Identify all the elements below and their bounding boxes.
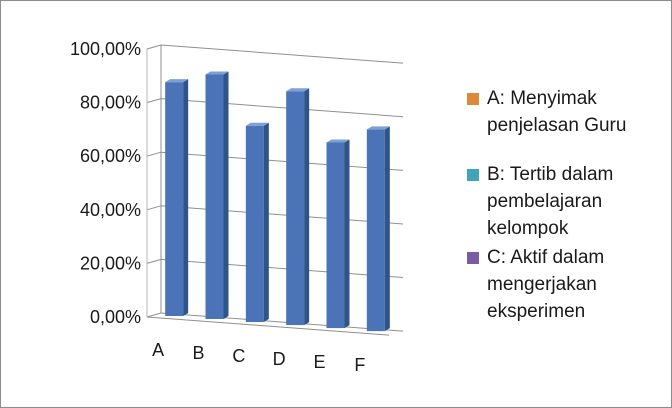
- y-tick-labels: 0,00% 20,00% 40,00% 60,00% 80,00% 100,00%: [70, 39, 141, 327]
- x-tick-label: F: [354, 355, 365, 375]
- gridline-side: [146, 205, 162, 211]
- bar: [366, 129, 385, 332]
- bar-top: [326, 139, 350, 143]
- y-tick-label: 100,00%: [70, 39, 141, 59]
- x-axis-line: [146, 316, 390, 336]
- gridline-side: [146, 258, 162, 264]
- gridline: [160, 312, 404, 332]
- x-tick-label: C: [232, 346, 245, 366]
- gridline-side: [146, 44, 162, 50]
- gridline: [160, 151, 404, 171]
- gridlines: [146, 44, 404, 332]
- axes: [146, 45, 390, 336]
- x-tick-label: E: [313, 352, 325, 372]
- gridline: [160, 44, 404, 64]
- legend-label: B: Tertib dalam pembelajaran kelompok: [487, 164, 614, 239]
- gridline: [160, 98, 404, 118]
- x-tick-labels: A B C D E F: [152, 340, 365, 375]
- bar-side: [344, 139, 350, 329]
- bar-side: [384, 126, 390, 332]
- bar-top: [205, 71, 229, 75]
- gridline-side: [146, 98, 162, 104]
- bar-top: [366, 126, 390, 130]
- x-tick-label: A: [152, 340, 164, 360]
- legend: A: Menyimak penjelasan Guru B: Tertib da…: [467, 85, 667, 325]
- legend-item: B: Tertib dalam pembelajaran kelompok: [467, 161, 667, 242]
- bar-top: [165, 79, 189, 83]
- bar-side: [183, 79, 189, 316]
- gridline-side: [146, 151, 162, 157]
- gridline: [160, 205, 404, 225]
- bars: [165, 71, 390, 332]
- y-tick-label: 80,00%: [80, 93, 141, 113]
- bar-side: [263, 122, 269, 323]
- y-tick-label: 20,00%: [80, 253, 141, 273]
- gridline: [160, 258, 404, 279]
- y-tick-label: 40,00%: [80, 200, 141, 220]
- bar: [205, 74, 224, 320]
- bar-top: [286, 88, 310, 92]
- x-tick-label: D: [273, 349, 286, 369]
- bar: [245, 125, 264, 323]
- legend-label: A: Menyimak penjelasan Guru: [487, 88, 627, 136]
- x-tick-label: B: [192, 343, 204, 363]
- gridline-side: [146, 312, 162, 318]
- bar: [326, 142, 345, 329]
- legend-swatch: [467, 169, 479, 181]
- bar-side: [223, 71, 229, 320]
- legend-label: C: Aktif dalam mengerjakan eksperimen: [487, 247, 605, 322]
- bar: [286, 91, 305, 326]
- legend-item: A: Menyimak penjelasan Guru: [467, 85, 667, 139]
- y-tick-label: 0,00%: [90, 307, 141, 327]
- legend-swatch: [467, 252, 479, 264]
- legend-item: C: Aktif dalam mengerjakan eksperimen: [467, 244, 667, 325]
- bar-top: [245, 122, 269, 126]
- y-tick-label: 60,00%: [80, 146, 141, 166]
- bar-side: [304, 88, 310, 326]
- bar: [165, 82, 184, 316]
- legend-swatch: [467, 93, 479, 105]
